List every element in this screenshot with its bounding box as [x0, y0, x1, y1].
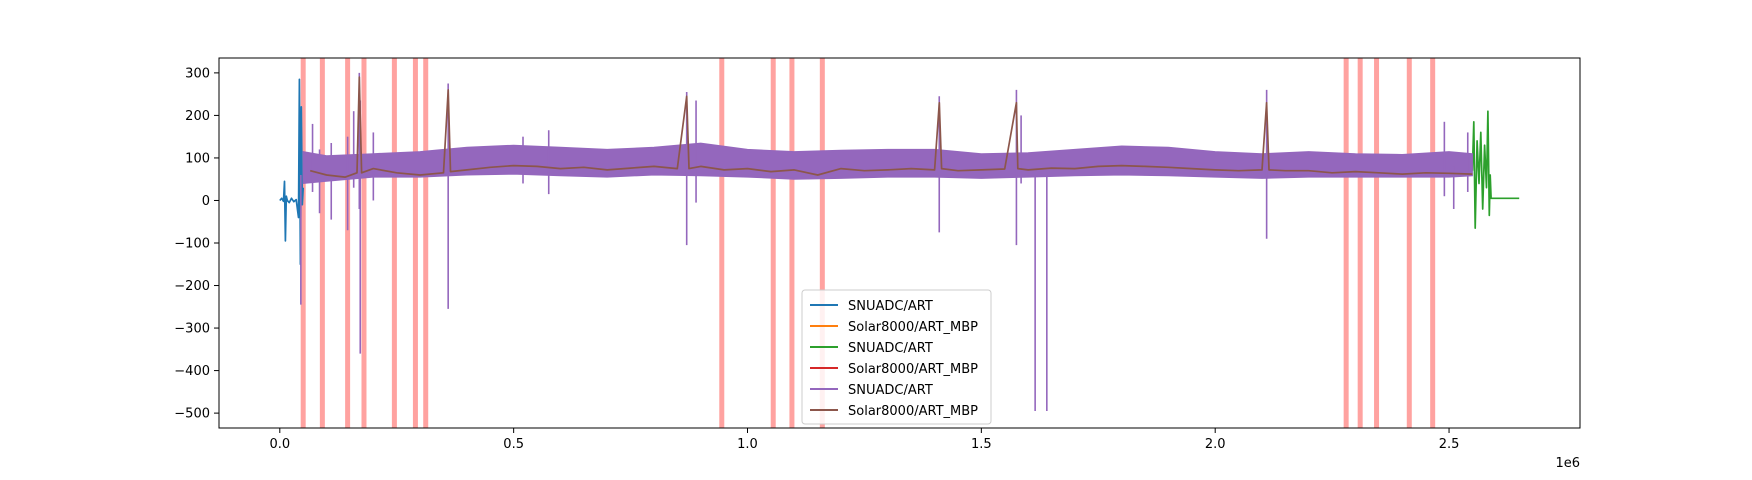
- x-tick-label: 1.0: [737, 437, 758, 452]
- x-tick-label: 1.5: [971, 437, 992, 452]
- y-tick-label: −200: [174, 279, 210, 294]
- highlight-band: [1357, 58, 1363, 428]
- series-0: [279, 78, 305, 266]
- x-tick-label: 2.5: [1439, 437, 1460, 452]
- highlight-band: [300, 58, 306, 428]
- highlight-band: [319, 58, 325, 428]
- y-tick-label: 100: [185, 151, 210, 166]
- highlight-band: [361, 58, 367, 428]
- series-envelope: [302, 142, 1473, 185]
- legend-box: [801, 289, 992, 425]
- highlight-band: [391, 58, 397, 428]
- legend-label: SNUADC/ART: [848, 383, 933, 398]
- series-line: [1471, 110, 1520, 229]
- x-tick-label: 0.0: [269, 437, 290, 452]
- y-tick-label: −400: [174, 364, 210, 379]
- highlight-band: [1430, 58, 1436, 428]
- y-tick-label: 200: [185, 109, 210, 124]
- series-5: [309, 76, 1473, 178]
- highlight-band: [819, 58, 825, 428]
- highlight-band: [789, 58, 795, 428]
- series-line: [279, 78, 305, 266]
- plot-series: [279, 72, 1520, 411]
- x-tick-label: 2.0: [1205, 437, 1226, 452]
- legend-label: Solar8000/ART_MBP: [848, 404, 978, 419]
- highlight-band: [719, 58, 725, 428]
- y-tick-label: −100: [174, 237, 210, 252]
- legend-label: Solar8000/ART_MBP: [848, 320, 978, 335]
- x-axis-offset-label: 1e6: [1555, 456, 1580, 471]
- y-tick-label: −300: [174, 322, 210, 337]
- x-axis: 0.0 0.5 1.0 1.5 2.0 2.5: [269, 428, 1459, 452]
- legend-label: SNUADC/ART: [848, 299, 933, 314]
- y-tick-label: 300: [185, 66, 210, 81]
- y-tick-label: 0: [202, 194, 210, 209]
- highlight-bands: [300, 58, 1436, 428]
- series-4: [300, 72, 1473, 411]
- series-line: [309, 76, 1473, 178]
- x-tick-label: 0.5: [503, 437, 524, 452]
- highlight-band: [770, 58, 776, 428]
- highlight-band: [345, 58, 351, 428]
- y-tick-label: −500: [174, 407, 210, 422]
- highlight-band: [423, 58, 429, 428]
- legend-label: Solar8000/ART_MBP: [848, 362, 978, 377]
- highlight-band: [412, 58, 418, 428]
- series-2: [1471, 110, 1520, 229]
- highlight-band: [1374, 58, 1380, 428]
- highlight-band: [1406, 58, 1412, 428]
- y-axis: 300 200 100 0 −100 −200 −300 −400 −500: [174, 66, 219, 422]
- legend: SNUADC/ART Solar8000/ART_MBP SNUADC/ART Sol…: [801, 289, 992, 425]
- highlight-band: [1343, 58, 1349, 428]
- legend-label: SNUADC/ART: [848, 341, 933, 356]
